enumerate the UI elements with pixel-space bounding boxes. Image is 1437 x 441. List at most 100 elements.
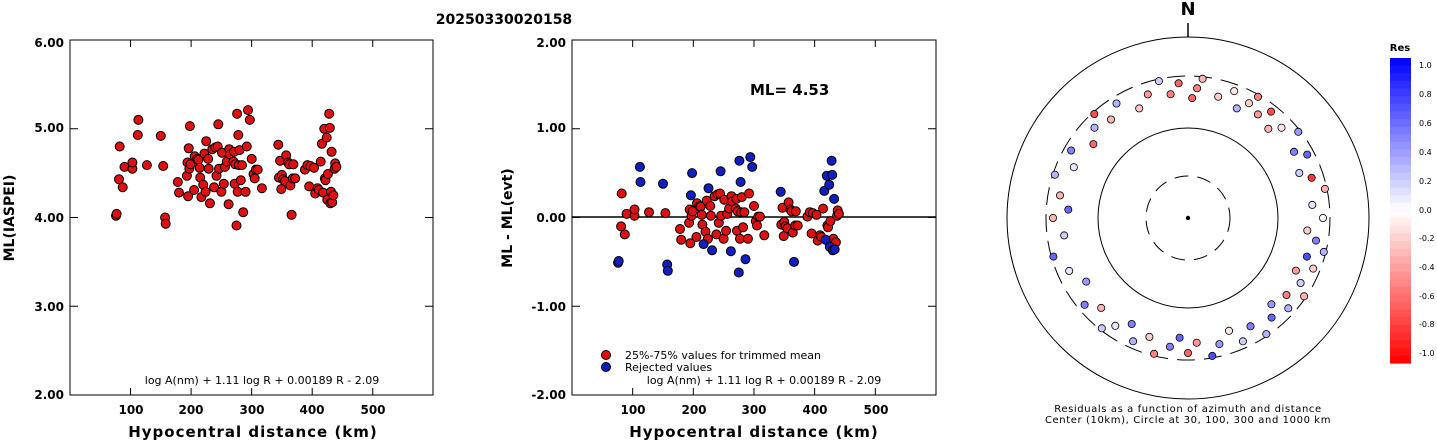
left-tick-marks (70, 39, 433, 396)
station-point (1291, 266, 1300, 275)
station-point (1262, 330, 1271, 339)
colorbar-cell (1390, 210, 1411, 219)
polar-caption-line2: Center (10km), Circle at 30, 100, 300 an… (1045, 415, 1331, 426)
station-point (1284, 304, 1293, 313)
left-x-tick-label: 100 (118, 403, 143, 417)
data-point (829, 193, 840, 204)
colorbar-cell (1390, 302, 1411, 311)
station-point (1056, 191, 1065, 200)
data-point (183, 191, 194, 202)
colorbar-cell (1390, 241, 1411, 250)
data-point (231, 220, 242, 231)
station-point (1175, 333, 1184, 342)
data-point (616, 188, 627, 199)
left-x-tick-label: 300 (239, 403, 264, 417)
data-point (747, 161, 758, 172)
station-point (1090, 110, 1099, 119)
data-point (685, 238, 696, 249)
legend-rejected-label: Rejected values (625, 361, 712, 374)
data-point (829, 244, 840, 255)
station-point (1192, 338, 1201, 347)
colorbar-cell (1390, 58, 1411, 67)
data-point (184, 121, 195, 132)
colorbar-cell (1390, 172, 1411, 181)
data-point (238, 207, 249, 218)
colorbar-label: -1.0 (1419, 349, 1435, 358)
station-point (1267, 313, 1276, 322)
middle-y-tick-label: -2.00 (531, 388, 566, 402)
data-point (759, 230, 770, 241)
station-point (1214, 92, 1223, 101)
data-point (286, 209, 297, 220)
data-point (752, 220, 762, 231)
data-point (194, 162, 205, 173)
polar-plot: N Residuals as a function of azimuth and… (1006, 0, 1370, 426)
colorbar-label: 1.0 (1419, 61, 1432, 70)
data-point (132, 130, 143, 140)
station-point (1082, 277, 1091, 286)
station-point (1129, 337, 1138, 346)
data-point (172, 177, 183, 187)
station-point (1296, 278, 1305, 287)
legend-rejected-marker (601, 362, 611, 372)
data-point (203, 153, 214, 164)
left-plot-frame (69, 39, 434, 396)
station-point (1267, 300, 1276, 309)
station-point (1294, 127, 1303, 136)
data-point (629, 204, 640, 215)
left-y-axis: 6.00 5.00 4.00 3.00 2.00 (34, 36, 64, 402)
data-point (792, 220, 803, 231)
left-points (111, 105, 342, 231)
colorbar-label: -0.4 (1419, 263, 1435, 272)
station-point (1225, 326, 1234, 335)
middle-x-tick-label: 300 (741, 403, 766, 417)
data-point (237, 160, 247, 171)
station-point (1097, 303, 1106, 312)
data-point (321, 132, 332, 143)
data-point (288, 159, 299, 170)
data-point (213, 119, 224, 130)
data-point (734, 155, 745, 166)
data-point (141, 160, 152, 171)
colorbar-label: 0.8 (1419, 90, 1432, 99)
circle-1000km (1006, 36, 1370, 400)
station-point (1246, 322, 1255, 331)
station-point (1215, 340, 1224, 349)
station-point (1069, 163, 1078, 172)
data-point (725, 246, 736, 257)
station-point (1188, 94, 1197, 103)
data-point (256, 183, 267, 194)
station-point (1127, 319, 1136, 328)
data-point (276, 184, 287, 195)
colorbar-cell (1390, 149, 1411, 158)
data-point (127, 157, 138, 168)
colorbar-label: -0.6 (1419, 292, 1435, 301)
middle-formula: log A(nm) + 1.11 log R + 0.00189 R - 2.0… (647, 374, 881, 387)
data-point (755, 211, 765, 222)
station-point (1277, 123, 1286, 132)
middle-y-tick-label: 1.00 (536, 121, 566, 135)
data-point (687, 168, 698, 179)
station-point (1253, 110, 1262, 119)
station-point (1050, 170, 1059, 179)
data-point (160, 218, 171, 229)
station-point (1307, 173, 1316, 182)
station-point (1174, 79, 1183, 88)
ml-value: ML= 4.53 (750, 81, 829, 99)
data-point (324, 122, 335, 133)
left-x-tick-label: 200 (178, 403, 203, 417)
station-point (1150, 349, 1159, 358)
station-point (1282, 290, 1291, 299)
data-point (745, 152, 756, 163)
colorbar-cell (1390, 355, 1411, 364)
data-point (660, 208, 671, 219)
colorbar-cell (1390, 80, 1411, 90)
data-point (740, 254, 751, 265)
data-point (789, 256, 799, 267)
station-point (1303, 226, 1312, 235)
station-point (1166, 90, 1175, 99)
colorbar-cell (1390, 96, 1411, 105)
data-point (616, 221, 627, 232)
data-point (634, 161, 645, 172)
data-point (733, 267, 744, 278)
